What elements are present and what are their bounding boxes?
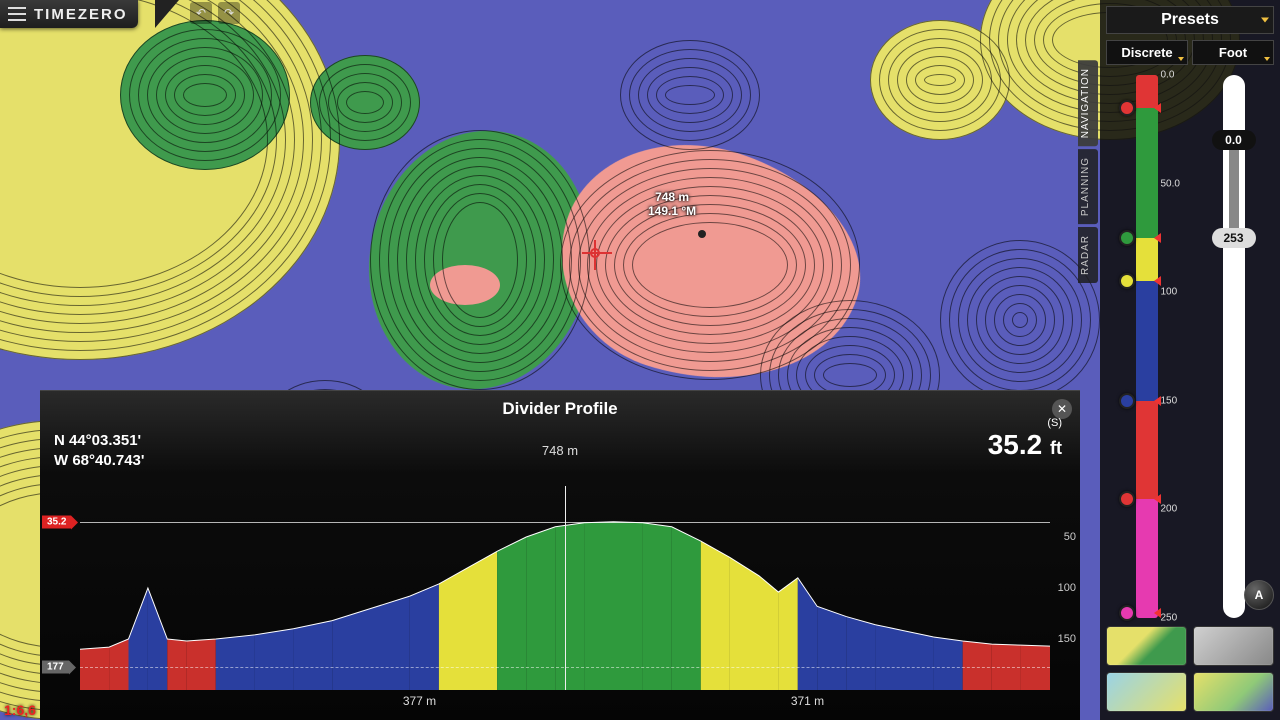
profile-top-line <box>80 522 1050 523</box>
cursor-distance: 748 m <box>648 190 696 204</box>
palette-thumb-2[interactable] <box>1193 626 1274 666</box>
profile-cursor-line[interactable] <box>565 486 566 690</box>
range-bottom-handle[interactable]: 253 <box>1212 228 1256 248</box>
profile-flag-top: 35.2 <box>42 515 71 528</box>
color-stop-handle[interactable] <box>1119 605 1135 621</box>
palette-thumb-3[interactable] <box>1106 672 1187 712</box>
tab-navigation[interactable]: NAVIGATION <box>1078 60 1098 146</box>
profile-coordinates: N 44°03.351' W 68°40.743' <box>54 431 144 472</box>
profile-depth-unit: ft <box>1050 438 1062 458</box>
profile-depth-value: 35.2 <box>988 429 1043 460</box>
depth-shading-panel: Presets Discrete Foot 0.050.010015020025… <box>1100 0 1280 720</box>
top-bar: TIMEZERO <box>0 0 138 28</box>
mode-dropdown[interactable]: Discrete <box>1106 40 1188 65</box>
palette-thumbnails <box>1106 626 1274 712</box>
cursor-readout: 748 m 149.1 °M <box>648 190 696 218</box>
unit-dropdown[interactable]: Foot <box>1192 40 1274 65</box>
profile-mid-distance: 748 m <box>542 443 578 458</box>
menu-icon[interactable] <box>8 7 26 21</box>
profile-chart[interactable]: 35.2 177 50100150 377 m371 m <box>80 486 1050 690</box>
profile-title: Divider Profile <box>40 391 1080 423</box>
divider-profile-panel: Divider Profile ✕ N 44°03.351' W 68°40.7… <box>40 390 1080 720</box>
palette-thumb-4[interactable] <box>1193 672 1274 712</box>
presets-dropdown[interactable]: Presets <box>1106 6 1274 34</box>
profile-bottom-line <box>80 667 1050 668</box>
profile-lon: W 68°40.743' <box>54 451 144 471</box>
color-stop-handle[interactable] <box>1119 273 1135 289</box>
brand-label: TIMEZERO <box>34 6 128 23</box>
map-scale-label: 1:6,6 <box>4 702 36 718</box>
range-top-handle[interactable]: 0.0 <box>1212 130 1256 150</box>
redo-button[interactable]: ↷ <box>218 2 240 24</box>
close-icon[interactable]: ✕ <box>1052 399 1072 419</box>
color-stop-handle[interactable] <box>1119 491 1135 507</box>
tab-planning[interactable]: PLANNING <box>1078 149 1098 224</box>
color-stop-handle[interactable] <box>1119 393 1135 409</box>
cursor-bearing: 149.1 °M <box>648 204 696 218</box>
tab-radar[interactable]: RADAR <box>1078 227 1098 283</box>
color-stop-handle[interactable] <box>1119 230 1135 246</box>
undo-button[interactable]: ↶ <box>190 2 212 24</box>
divider-origin-marker[interactable] <box>590 248 600 258</box>
workspace-tabs: NAVIGATION PLANNING RADAR <box>1078 60 1098 283</box>
auto-toggle[interactable]: A <box>1244 580 1274 610</box>
profile-lat: N 44°03.351' <box>54 431 144 451</box>
profile-flag-bottom: 177 <box>42 660 69 673</box>
range-slider[interactable]: 0.0 253 <box>1197 75 1270 618</box>
divider-end-marker[interactable] <box>698 230 706 238</box>
color-scale[interactable]: 0.050.0100150200250 <box>1110 75 1183 618</box>
palette-thumb-1[interactable] <box>1106 626 1187 666</box>
color-stop-handle[interactable] <box>1119 100 1135 116</box>
profile-s-label: (S) <box>1047 417 1062 429</box>
profile-depth-readout: 35.2 ft <box>988 429 1062 461</box>
history-controls: ↶ ↷ <box>190 2 240 24</box>
